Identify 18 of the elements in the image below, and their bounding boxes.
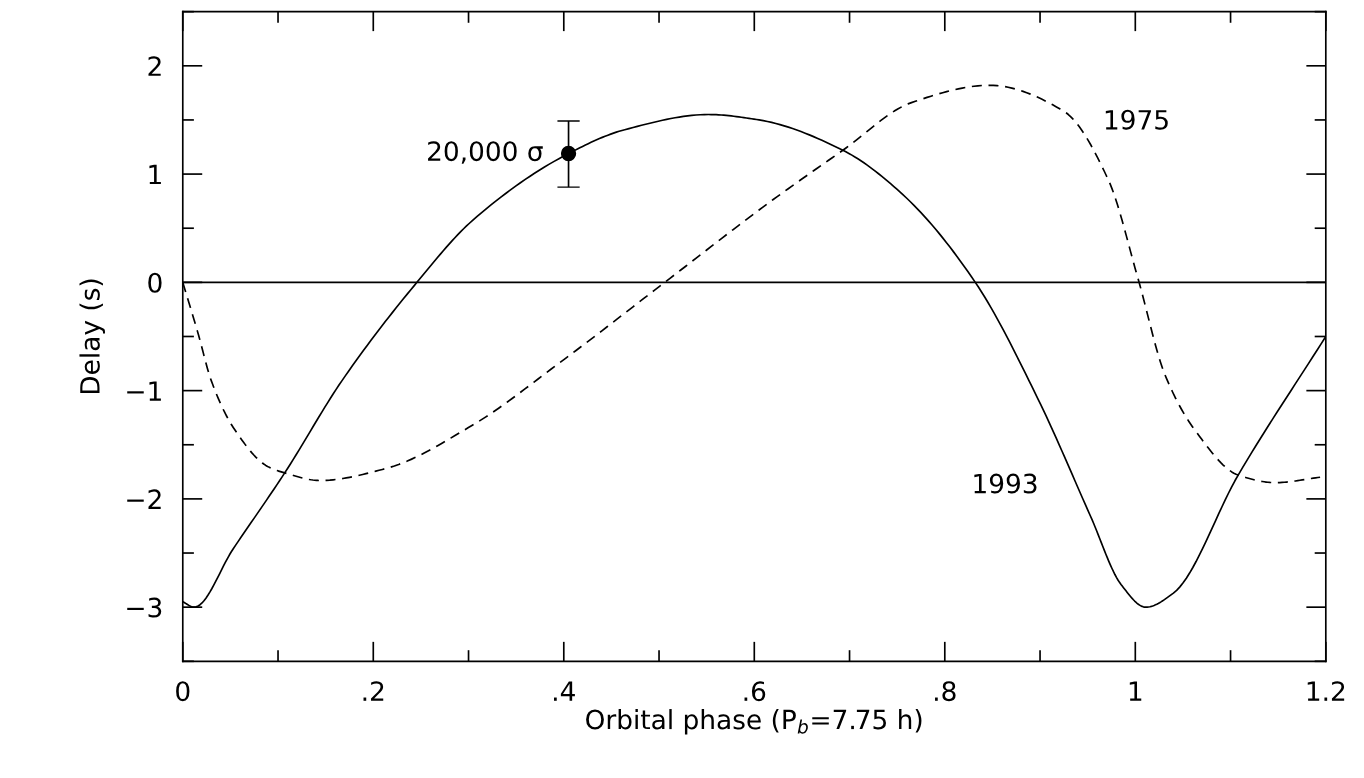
y-tick-label: 0 [148,272,162,293]
y-tick-label: −2 [127,489,161,509]
x-tick-label: .4 [554,681,575,701]
series-label: 1993 [974,473,1037,494]
y-tick-label: 1 [149,164,161,185]
x-axis-title: Orbital phase (P$_{b}$=7.75 h) [586,709,922,735]
x-tick-label: .2 [363,681,384,701]
x-tick-label: 1 [1129,681,1142,701]
y-tick-label: −3 [127,597,162,618]
y-tick-label: −1 [127,381,161,401]
x-tick-label: .6 [744,681,766,702]
x-tick-label: .8 [935,681,956,702]
x-tick-label: 0 [176,681,190,702]
x-tick-label: 1.2 [1307,681,1345,701]
y-tick-label: 2 [148,56,161,76]
annotation: 20,000 σ [428,141,543,164]
y-axis-title: Delay (s) [79,279,105,394]
series-label: 1975 [1105,109,1168,130]
